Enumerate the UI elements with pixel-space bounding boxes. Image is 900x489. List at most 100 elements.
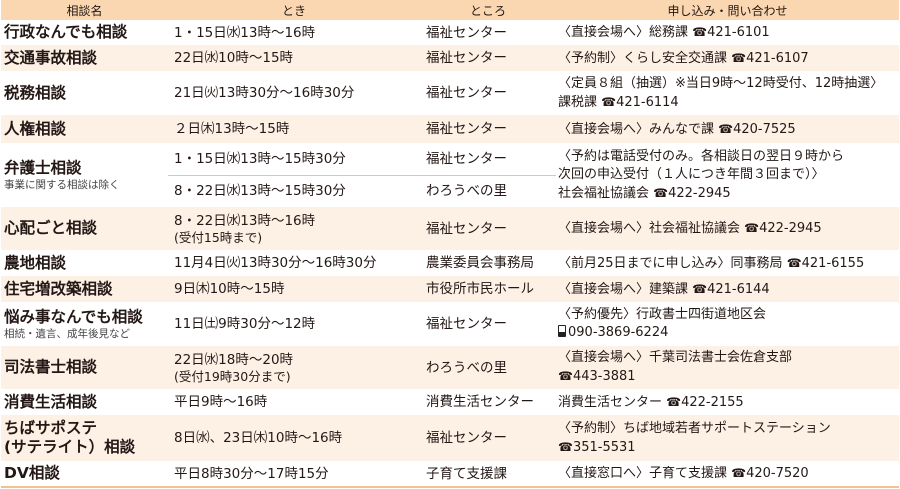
consultation-name: 悩み事なんでも相談 bbox=[4, 307, 143, 326]
place-cell: 福祉センター bbox=[420, 115, 556, 143]
place-cell: 消費生活センター bbox=[426, 394, 534, 410]
table-row: 消費生活相談 平日9時〜16時 消費生活センター 消費生活センター ☎422-2155 bbox=[1, 389, 899, 415]
consultation-name: 交通事故相談 bbox=[4, 48, 98, 67]
time-cell: 8・22日㈬13時〜16時 (受付15時まで) bbox=[168, 207, 420, 250]
phone-icon: ☎ bbox=[653, 185, 669, 200]
time-cell: 11月4日㈫13時30分〜16時30分 bbox=[168, 250, 420, 276]
contact-line: 〈定員８組（抽選）※当日9時〜12時受付、12時抽選〉 bbox=[558, 75, 884, 91]
consultation-name: 農地相談 bbox=[4, 253, 67, 272]
contact-line: 〈直接会場へ〉建築課 bbox=[558, 281, 689, 297]
phone-icon: ☎ bbox=[718, 121, 734, 136]
phone-icon: ☎ bbox=[666, 394, 682, 409]
contact-cell: 〈予約制〉ちば地域若者サポートステーション ☎351-5531 bbox=[556, 415, 899, 461]
table-subrow: 8・22日㈬13時〜15時30分 わろうべの里 bbox=[1, 175, 899, 207]
table-row: 弁護士相談 事業に関する相談は除く 1・15日㈬13時〜15時30分 福祉センター 〈予… bbox=[1, 143, 899, 201]
table-row: 司法書士相談 22日㈬18時〜20時 (受付19時30分まで) わろうべの里 〈直接会場… bbox=[1, 346, 899, 389]
consultation-name-cell: 税務相談 bbox=[1, 71, 168, 115]
time-text: 8・22日㈬13時〜16時 bbox=[174, 213, 316, 229]
place-cell: 福祉センター bbox=[420, 415, 556, 461]
phone-number: 421-6107 bbox=[746, 50, 809, 66]
contact-cell: 〈直接会場へ〉社会福祉協議会 ☎422-2945 bbox=[556, 207, 899, 250]
consultation-name: 司法書士相談 bbox=[4, 358, 98, 376]
contact-cell: 〈予約優先〉行政書士四街道地区会 090-3869-6224 bbox=[556, 302, 899, 346]
place-cell: わろうべの里 bbox=[426, 183, 507, 200]
table-row: 行政なんでも相談 1・15日㈬13時〜16時 福祉センター 〈直接会場へ〉総務課 ☎4… bbox=[1, 20, 899, 45]
contact-cell: 〈定員８組（抽選）※当日9時〜12時受付、12時抽選〉 課税課 ☎421-6114 bbox=[556, 71, 899, 115]
table-row: DV相談 平日8時30分〜17時15分 子育て支援課 〈直接窓口へ〉子育て支援課 ☎4… bbox=[1, 461, 899, 487]
consultation-name-cell: 行政なんでも相談 bbox=[1, 20, 168, 45]
phone-number: 443-3881 bbox=[572, 369, 636, 384]
consultation-name-cell: DV相談 bbox=[1, 461, 168, 487]
time-text: 11日㈯9時30分〜12時 bbox=[174, 316, 316, 332]
consultation-name: ちばサポステ (サテライト）相談 bbox=[4, 419, 136, 456]
contact-cell: 〈直接会場へ〉建築課 ☎421-6144 bbox=[556, 276, 899, 302]
phone-icon: ☎ bbox=[558, 369, 573, 383]
time-cell: 平日8時30分〜17時15分 bbox=[168, 461, 420, 487]
time-text: 22日㈬18時〜20時 bbox=[174, 352, 294, 368]
contact-line: 社会福祉協議会 bbox=[558, 185, 650, 201]
time-cell: 9日㈭10時〜15時 bbox=[168, 276, 420, 302]
contact-line: 〈前月25日までに申し込み〉同事務局 bbox=[558, 255, 783, 271]
phone-icon: ☎ bbox=[786, 255, 802, 270]
phone-icon: ☎ bbox=[601, 94, 617, 109]
consultation-note: 事業に関する相談は除く bbox=[4, 178, 120, 191]
contact-line: 〈予約制〉ちば地域若者サポートステーション bbox=[558, 420, 831, 436]
time-text: ２日㈭13時〜15時 bbox=[174, 121, 290, 137]
consultation-name-cell: 心配ごと相談 bbox=[1, 207, 168, 250]
consultation-name-cell: 住宅増改築相談 bbox=[1, 276, 168, 302]
header-place: ところ bbox=[420, 0, 556, 20]
contact-cell: 〈直接窓口へ〉子育て支援課 ☎420-7520 bbox=[556, 461, 899, 487]
time-text: 21日㈫13時30分〜16時30分 bbox=[174, 85, 355, 101]
phone-number: 090-3869-6224 bbox=[568, 325, 669, 340]
phone-icon: ☎ bbox=[744, 221, 760, 235]
consultation-name: 行政なんでも相談 bbox=[4, 23, 128, 41]
time-cell: 11日㈯9時30分〜12時 bbox=[168, 302, 420, 346]
phone-icon: ☎ bbox=[731, 50, 747, 65]
place-cell: 農業委員会事務局 bbox=[426, 255, 534, 271]
contact-line: 〈予約優先〉行政書士四街道地区会 bbox=[558, 307, 767, 322]
consultation-name-cell: 悩み事なんでも相談 相続・遺言、成年後見など bbox=[1, 302, 168, 346]
contact-cell: 〈直接会場へ〉みんなで課 ☎420-7525 bbox=[556, 115, 899, 143]
contact-cell: 〈直接会場へ〉千葉司法書士会佐倉支部 ☎443-3881 bbox=[556, 346, 899, 389]
time-cell: 1・15日㈬13時〜16時 bbox=[168, 20, 420, 45]
consultation-name: 心配ごと相談 bbox=[4, 219, 98, 237]
time-cell: 平日9時〜16時 bbox=[168, 389, 420, 415]
consultation-name: 弁護士相談 bbox=[4, 158, 82, 177]
contact-cell: 〈直接会場へ〉総務課 ☎421-6101 bbox=[556, 20, 899, 45]
place-cell: 福祉センター bbox=[420, 143, 556, 176]
place-cell: 福祉センター bbox=[426, 85, 507, 101]
contact-line: 次回の申込受付（１人につき年間３回まで）〉 bbox=[558, 166, 825, 182]
time-text: 平日9時〜16時 bbox=[174, 394, 268, 410]
contact-cell: 〈予約は電話受付のみ。各相談日の翌日９時から 次回の申込受付（１人につき年間３回ま… bbox=[556, 143, 899, 207]
time-cell: 1・15日㈬13時〜15時30分 bbox=[168, 143, 420, 176]
table-row: ちばサポステ (サテライト）相談 8日㈬、23日㈭10時〜16時 福祉センター 〈予約… bbox=[1, 415, 899, 461]
time-cell: ２日㈭13時〜15時 bbox=[168, 115, 420, 143]
table-row: 悩み事なんでも相談 相続・遺言、成年後見など 11日㈯9時30分〜12時 福祉センター… bbox=[1, 302, 899, 346]
table-row: 農地相談 11月4日㈫13時30分〜16時30分 農業委員会事務局 〈前月25日までに… bbox=[1, 250, 899, 276]
header-name: 相談名 bbox=[1, 0, 168, 20]
phone-number: 421-6155 bbox=[801, 255, 865, 271]
place-cell: 福祉センター bbox=[420, 45, 556, 71]
table-row: 住宅増改築相談 9日㈭10時〜15時 市役所市民ホール 〈直接会場へ〉建築課 ☎421… bbox=[1, 276, 899, 302]
time-cell: 8日㈬、23日㈭10時〜16時 bbox=[168, 415, 420, 461]
table-row: 税務相談 21日㈫13時30分〜16時30分 福祉センター 〈定員８組（抽選）※当日9… bbox=[1, 71, 899, 115]
phone-icon: ☎ bbox=[558, 439, 573, 454]
consultation-name: 消費生活相談 bbox=[4, 392, 98, 411]
consultation-name-cell: ちばサポステ (サテライト）相談 bbox=[1, 415, 168, 461]
time-text: 11月4日㈫13時30分〜16時30分 bbox=[174, 255, 377, 271]
consultation-name-cell: 交通事故相談 bbox=[1, 45, 168, 71]
table-row: 心配ごと相談 8・22日㈬13時〜16時 (受付15時まで) 福祉センター 〈直接会場へ… bbox=[1, 207, 899, 250]
contact-cell: 消費生活センター ☎422-2155 bbox=[556, 389, 899, 415]
contact-line: 〈直接会場へ〉総務課 bbox=[558, 25, 689, 40]
consultation-name: 住宅増改築相談 bbox=[4, 279, 113, 298]
phone-number: 420-7520 bbox=[746, 466, 809, 481]
contact-cell: 〈予約制〉くらし安全交通課 ☎421-6107 bbox=[556, 45, 899, 71]
header-contact: 申し込み・問い合わせ bbox=[556, 0, 899, 20]
time-text: 9日㈭10時〜15時 bbox=[174, 281, 285, 297]
contact-line: 〈予約は電話受付のみ。各相談日の翌日９時から bbox=[558, 148, 845, 164]
consultation-name: DV相談 bbox=[4, 464, 60, 482]
place-cell: 福祉センター bbox=[426, 24, 507, 41]
phone-number: 421-6114 bbox=[616, 94, 679, 110]
contact-line: 消費生活センター bbox=[558, 394, 663, 410]
